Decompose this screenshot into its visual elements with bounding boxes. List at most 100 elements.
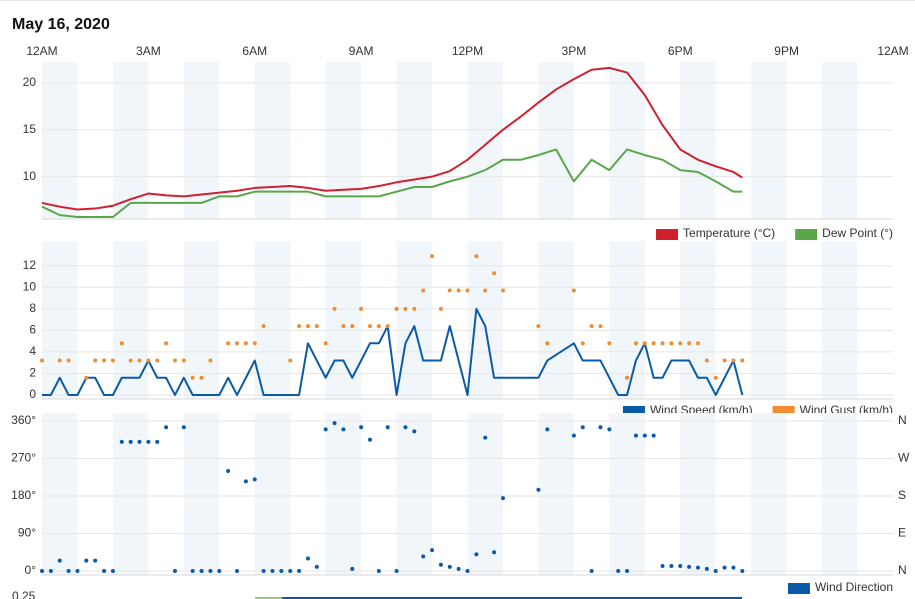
data-point (208, 358, 213, 363)
data-point (722, 565, 727, 570)
y-tick-label: 0° (25, 563, 37, 577)
data-point (66, 358, 71, 363)
hour-band (822, 413, 858, 575)
data-point (128, 439, 133, 444)
data-point (288, 358, 293, 363)
data-point (102, 569, 107, 573)
y-tick-label: 180° (11, 488, 36, 502)
data-point (261, 569, 266, 573)
hour-band (254, 241, 291, 399)
y2-tick-label: N (898, 413, 907, 427)
hour-band (254, 62, 291, 219)
data-point (164, 341, 169, 346)
data-point (403, 425, 408, 430)
data-point (119, 341, 124, 346)
data-point (545, 427, 550, 432)
hour-band (467, 62, 503, 219)
data-point (297, 324, 302, 329)
data-point (660, 341, 665, 346)
x-tick-label: 9AM (349, 44, 374, 58)
data-point (235, 341, 240, 346)
data-point (660, 564, 665, 568)
data-point (181, 425, 186, 430)
data-point (226, 341, 231, 346)
legend-label: Wind Direction (815, 580, 893, 594)
x-tick-label: 12AM (877, 44, 908, 58)
data-point (571, 433, 576, 438)
data-point (465, 569, 470, 573)
data-point (243, 341, 248, 346)
data-point (252, 477, 257, 482)
data-point (571, 288, 576, 293)
hour-band (680, 413, 716, 575)
data-point (456, 566, 461, 571)
legend-swatch (656, 229, 679, 240)
y2-tick-label: W (898, 451, 910, 465)
hour-band (325, 413, 362, 575)
legend-label: Temperature (°C) (683, 226, 775, 240)
hour-band (751, 413, 787, 575)
hour-band (254, 413, 291, 575)
data-point (625, 569, 630, 573)
hour-band (183, 241, 220, 399)
next-panel-strip (255, 597, 282, 599)
data-point (412, 306, 417, 311)
hour-band (112, 241, 149, 399)
hour-band (538, 62, 574, 219)
data-point (536, 324, 541, 329)
x-tick-label: 3AM (136, 44, 161, 58)
hour-band (538, 241, 574, 399)
data-point (226, 469, 231, 473)
data-point (359, 306, 364, 311)
data-point (669, 341, 674, 346)
data-point (589, 569, 594, 573)
data-point (376, 569, 381, 573)
data-point (492, 550, 497, 555)
hour-band (112, 62, 149, 219)
data-point (394, 306, 399, 311)
data-point (545, 341, 550, 346)
data-point (421, 288, 426, 293)
data-point (279, 569, 284, 573)
y-tick-label: 0 (29, 387, 36, 401)
data-point (119, 439, 124, 444)
data-point (589, 324, 594, 329)
next-panel-label: 0.25 (12, 589, 36, 599)
hour-band (680, 62, 716, 219)
data-point (598, 425, 603, 430)
data-point (474, 552, 479, 557)
data-point (332, 306, 337, 311)
data-point (642, 433, 647, 438)
hour-band (325, 241, 362, 399)
data-point (128, 358, 133, 363)
hour-band (538, 413, 574, 575)
data-point (385, 425, 390, 430)
x-tick-label: 12PM (452, 44, 483, 58)
data-point (669, 564, 674, 568)
next-panel-strip (282, 597, 742, 599)
data-point (305, 324, 310, 329)
data-point (500, 496, 505, 501)
data-point (740, 358, 745, 363)
hour-band (325, 62, 362, 219)
data-point (438, 306, 443, 311)
y-tick-label: 10 (23, 279, 37, 293)
y-tick-label: 8 (29, 301, 36, 315)
data-point (190, 375, 195, 380)
legend-swatch (787, 583, 810, 594)
data-point (110, 569, 115, 573)
data-point (270, 569, 275, 573)
data-point (323, 341, 328, 346)
data-point (483, 288, 488, 293)
hour-band (609, 241, 645, 399)
data-point (607, 427, 612, 432)
data-point (625, 375, 630, 380)
y-tick-label: 20 (23, 75, 37, 89)
y-tick-label: 6 (29, 323, 36, 337)
data-point (447, 564, 452, 569)
hour-band (396, 413, 433, 575)
data-point (359, 425, 364, 430)
data-point (48, 569, 53, 573)
hour-band (42, 241, 78, 399)
